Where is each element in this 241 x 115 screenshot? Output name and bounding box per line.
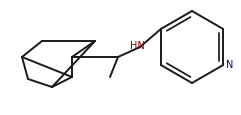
Text: N: N: [226, 59, 234, 69]
Text: HN: HN: [130, 41, 144, 51]
